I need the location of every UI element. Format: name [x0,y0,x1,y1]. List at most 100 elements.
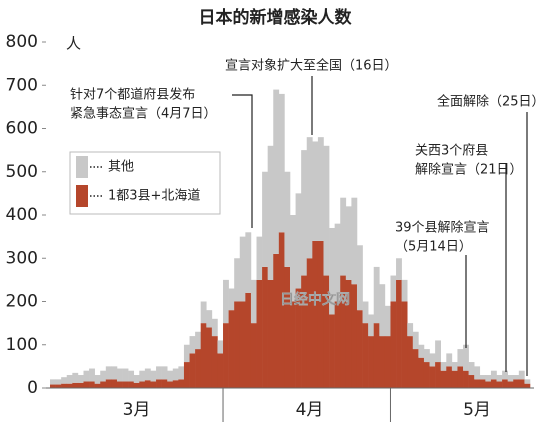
y-tick-label: 700 [6,75,38,95]
bar-segment [105,379,112,388]
bar-segment [356,310,363,388]
bar-segment [128,370,135,382]
bar-segment [474,366,481,380]
bar-segment [502,379,508,388]
bar-segment [61,377,68,384]
bar-segment [312,240,319,388]
y-tick-label: 300 [6,248,38,268]
bar-segment [122,381,129,388]
bar-segment [379,336,386,388]
bar-segment [379,284,386,337]
bar-segment [189,353,196,388]
bar-segment [418,357,425,388]
y-tick-label: 100 [6,335,38,355]
bar-segment [228,310,235,388]
bar-segment [150,370,157,382]
bar-segment [384,336,391,388]
bar-segment [83,381,90,388]
bar-segment [273,253,280,388]
bar-segment [245,292,252,388]
bar-segment [66,375,73,384]
y-tick-label: 800 [6,32,38,52]
bar-segment [55,384,62,388]
bar-segment [496,381,503,388]
bar-segment [211,318,218,337]
bar-segment [390,301,397,388]
bar-segment [295,288,302,388]
bar-segment [100,381,107,388]
bar-segment [457,349,464,367]
bar-segment [524,379,531,384]
bar-segment [72,382,79,388]
bar-segment [111,366,118,380]
bar-segment [77,382,84,388]
bar-segment [234,301,241,388]
bar-segment [278,93,285,233]
bar-segment [412,331,419,350]
bar-segment [396,258,402,280]
bar-segment [139,370,146,382]
bar-segment [435,340,441,363]
bar-segment [373,323,380,388]
bar-segment [223,279,229,324]
y-tick-label: 200 [6,292,38,312]
bar-segment [77,375,84,383]
bar-segment [128,381,135,388]
bar-segment [256,279,263,388]
bar-segment [223,323,229,388]
bar-segment [284,171,291,267]
bar-segment [513,379,520,388]
y-tick-label: 600 [6,119,38,139]
x-tick-label: 3月 [123,400,151,420]
bar-segment [429,366,436,388]
bar-segment [206,327,213,388]
bar-segment [463,344,469,371]
bar-segment [468,375,475,388]
bar-segment [423,362,430,388]
bar-segment [290,215,296,302]
bar-segment [284,266,291,388]
bar-segment [156,379,162,388]
bar-segment [502,370,508,380]
bar-segment [183,344,190,363]
bar-segment [446,366,453,388]
bar-segment [317,240,324,388]
annotation: 关西3个府县 [415,144,488,159]
chart-title: 日本的新增感染人数 [199,7,353,28]
legend-swatch [76,156,88,178]
bar-segment [262,171,268,267]
bar-segment [116,368,123,382]
annotation: （5月14日） [395,240,472,255]
bar-segment [66,383,73,388]
bar-segment [250,279,257,324]
bar-segment [418,344,425,358]
bar-segment [150,381,157,388]
bar-segment [245,232,252,293]
bar-segment [368,336,375,388]
bar-segment [474,379,481,388]
bar-segment [234,258,241,302]
bar-segment [161,379,168,388]
bar-segment [50,384,56,388]
annotation: 全面解除（25日） [437,94,545,110]
annotation: 针对7个都道府县发布 [70,87,195,103]
bar-segment [83,370,90,382]
bar-segment [100,370,107,382]
bar-segment [306,137,313,259]
bar-segment [262,266,268,388]
bar-segment [94,383,101,388]
bar-segment [267,145,274,280]
bar-segment [496,375,503,382]
bar-segment [200,301,207,324]
bar-segment [239,301,246,388]
bar-segment [312,141,319,241]
bar-segment [89,381,95,388]
bar-segment [329,227,335,315]
bar-segment [507,375,514,382]
bar-segment [390,275,397,302]
y-tick-label: 0 [27,378,38,398]
bar-segment [451,362,458,371]
annotation: 39个县解除宣言 [395,220,490,236]
bar-segment [61,383,68,388]
